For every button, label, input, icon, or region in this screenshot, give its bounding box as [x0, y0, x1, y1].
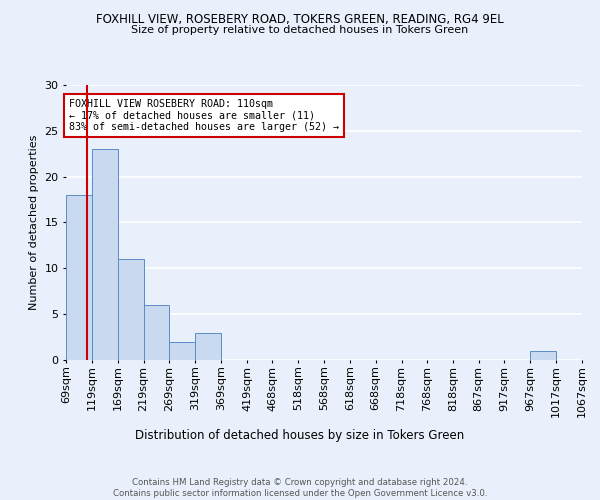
Bar — [118, 259, 143, 360]
Text: FOXHILL VIEW, ROSEBERY ROAD, TOKERS GREEN, READING, RG4 9EL: FOXHILL VIEW, ROSEBERY ROAD, TOKERS GREE… — [96, 12, 504, 26]
Text: Size of property relative to detached houses in Tokers Green: Size of property relative to detached ho… — [131, 25, 469, 35]
Bar — [66, 195, 92, 360]
Text: Distribution of detached houses by size in Tokers Green: Distribution of detached houses by size … — [136, 428, 464, 442]
Bar — [195, 332, 221, 360]
Bar — [143, 305, 169, 360]
Bar — [530, 351, 556, 360]
Text: Contains HM Land Registry data © Crown copyright and database right 2024.
Contai: Contains HM Land Registry data © Crown c… — [113, 478, 487, 498]
Y-axis label: Number of detached properties: Number of detached properties — [29, 135, 38, 310]
Bar — [169, 342, 195, 360]
Text: FOXHILL VIEW ROSEBERY ROAD: 110sqm
← 17% of detached houses are smaller (11)
83%: FOXHILL VIEW ROSEBERY ROAD: 110sqm ← 17%… — [69, 98, 339, 132]
Bar — [92, 149, 118, 360]
